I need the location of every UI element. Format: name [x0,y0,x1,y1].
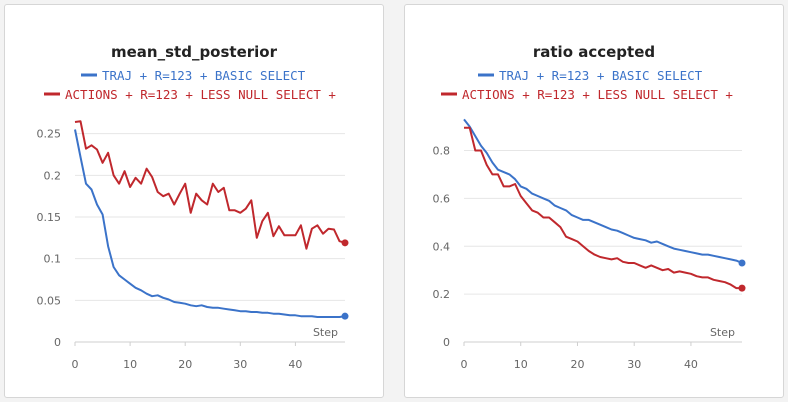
x-tick-label: 30 [233,358,247,371]
x-axis-label: Step [313,326,338,339]
x-tick-label: 20 [570,358,584,371]
series-line-0 [463,118,743,264]
chart-panel-mean-std-posterior: mean_std_posterior TRAJ + R=123 + BASIC … [4,4,384,398]
chart-ratio-accepted: ratio accepted TRAJ + R=123 + BASIC SELE… [433,43,746,371]
series-line-1 [464,126,742,290]
legend-label-actions: ACTIONS + R=123 + LESS NULL SELECT + [462,87,733,102]
y-tick-label: 0.4 [433,240,451,253]
legend: TRAJ + R=123 + BASIC SELECT ACTIONS + R=… [441,68,733,102]
legend-label-actions: ACTIONS + R=123 + LESS NULL SELECT + [65,87,336,102]
series-end-marker-1 [738,284,746,292]
y-tick-label: 0.1 [44,253,62,266]
y-tick-label: 0.2 [433,288,451,301]
y-tick-label: 0.25 [37,128,62,141]
y-tick-label: 0 [54,336,61,349]
x-tick-label: 10 [514,358,528,371]
plot-area: 0 0.05 0.1 0.15 0.2 0.25 0 10 20 30 40 [37,120,349,371]
y-tick-label: 0.15 [37,211,62,224]
chart-panel-ratio-accepted: ratio accepted TRAJ + R=123 + BASIC SELE… [404,4,784,398]
chart-mean-std-posterior: mean_std_posterior TRAJ + R=123 + BASIC … [37,43,349,371]
y-tick-label: 0.6 [433,192,451,205]
series-line-0 [74,129,346,318]
x-tick-label: 0 [461,358,468,371]
legend-label-traj: TRAJ + R=123 + BASIC SELECT [499,68,703,83]
series-end-marker-1 [341,239,349,247]
y-tick-label: 0.2 [44,169,62,182]
x-tick-label: 40 [684,358,698,371]
legend-label-traj: TRAJ + R=123 + BASIC SELECT [102,68,306,83]
x-tick-label: 20 [178,358,192,371]
legend: TRAJ + R=123 + BASIC SELECT ACTIONS + R=… [44,68,336,102]
series-end-marker-0 [341,312,349,320]
x-tick-label: 40 [288,358,302,371]
x-axis-label: Step [710,326,735,339]
x-tick-label: 10 [123,358,137,371]
y-tick-label: 0 [443,336,450,349]
chart-title: mean_std_posterior [111,43,278,61]
y-tick-label: 0.05 [37,294,62,307]
chart-title: ratio accepted [533,43,655,61]
x-tick-label: 0 [72,358,79,371]
plot-area: 0 0.2 0.4 0.6 0.8 0 10 20 30 40 [433,118,746,371]
series-line-1 [74,120,346,250]
y-tick-label: 0.8 [433,145,451,158]
series-end-marker-0 [738,259,746,267]
x-tick-label: 30 [627,358,641,371]
